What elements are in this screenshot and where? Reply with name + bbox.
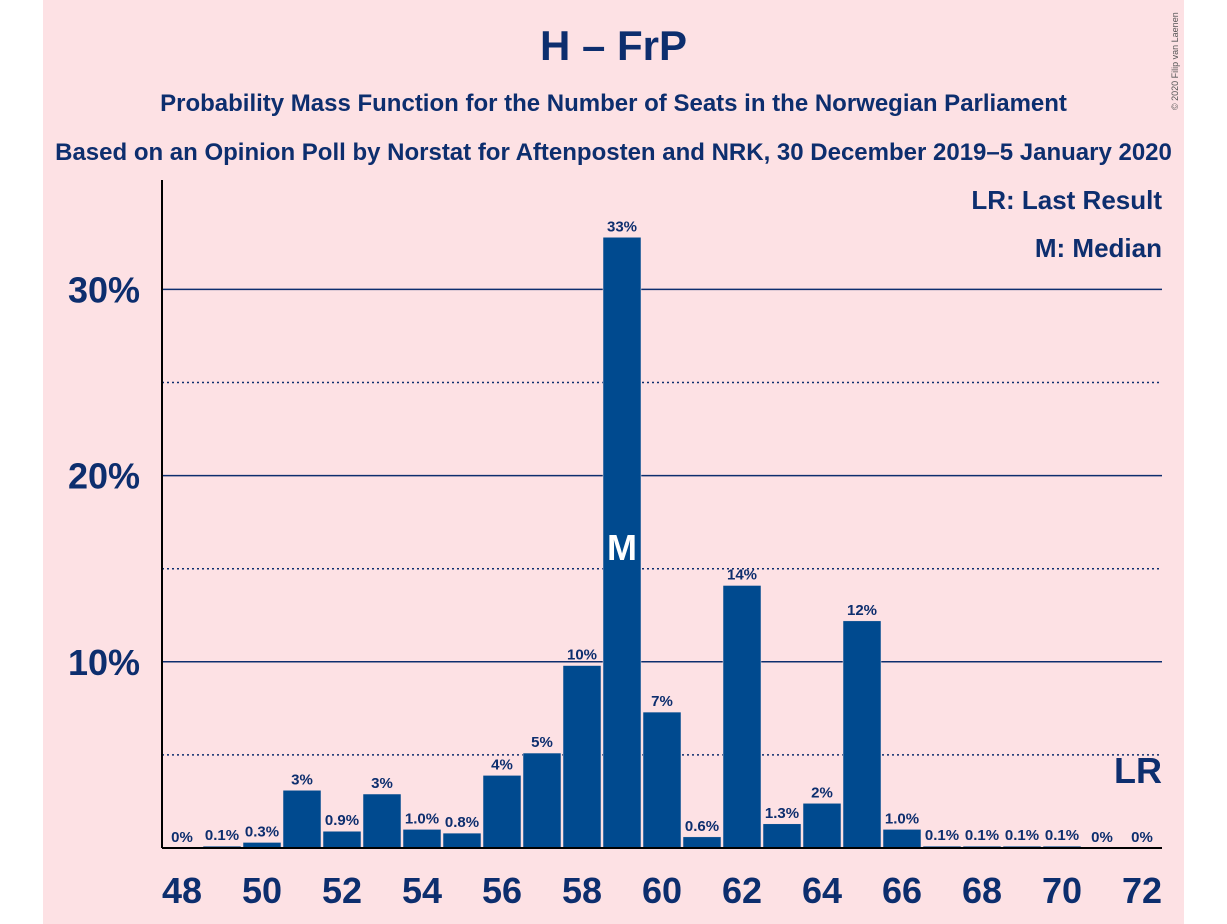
data-label-seat-53: 3% [371, 775, 393, 792]
legend-median: M: Median [1035, 233, 1162, 263]
x-tick-label: 58 [562, 870, 602, 911]
x-tick-label: 72 [1122, 870, 1162, 911]
bar-seat-57 [522, 752, 562, 849]
bar-seat-63 [762, 823, 802, 849]
data-label-seat-52: 0.9% [325, 812, 359, 829]
bar-seat-55 [442, 832, 482, 849]
x-tick-label: 48 [162, 870, 202, 911]
data-label-seat-65: 12% [847, 602, 877, 619]
bar-seat-53 [362, 793, 402, 849]
median-marker: M [607, 527, 637, 568]
data-label-seat-66: 1.0% [885, 810, 919, 827]
x-tick-label: 50 [242, 870, 282, 911]
x-tick-label: 56 [482, 870, 522, 911]
chart-subtitle: Probability Mass Function for the Number… [160, 90, 1067, 117]
data-label-seat-72: 0% [1131, 829, 1153, 846]
bar-seat-51 [282, 790, 322, 849]
chart-title: H – FrP [539, 22, 688, 69]
x-tick-label: 70 [1042, 870, 1082, 911]
legend-last-result: LR: Last Result [971, 185, 1162, 215]
bar-seat-54 [402, 829, 442, 849]
bars [202, 237, 1082, 849]
data-label-seat-49: 0.1% [205, 827, 239, 844]
x-tick-label: 60 [642, 870, 682, 911]
y-tick-label: 30% [68, 269, 140, 310]
bar-seat-65 [842, 620, 882, 849]
data-label-seat-63: 1.3% [765, 805, 799, 822]
bar-seat-58 [562, 665, 602, 849]
last-result-marker: LR [1114, 750, 1162, 791]
data-label-seat-51: 3% [291, 771, 313, 788]
data-label-seat-64: 2% [811, 784, 833, 801]
data-label-seat-62: 14% [727, 566, 757, 583]
bar-seat-59 [602, 237, 642, 849]
x-tick-label: 62 [722, 870, 762, 911]
data-label-seat-71: 0% [1091, 829, 1113, 846]
y-tick-label: 20% [68, 456, 140, 497]
x-tick-label: 54 [402, 870, 442, 911]
bar-seat-60 [642, 711, 682, 849]
data-label-seat-50: 0.3% [245, 823, 279, 840]
x-tick-label: 52 [322, 870, 362, 911]
data-label-seat-61: 0.6% [685, 818, 719, 835]
bar-seat-52 [322, 830, 362, 849]
data-label-seat-59: 33% [607, 218, 637, 235]
data-labels: 0% 0.1% 0.3% 3% 0.9% 3% 1.0% 0.8% 4% 5% 10% 33% M 7% 0… [171, 218, 1162, 846]
bar-seat-56 [482, 775, 522, 849]
data-label-seat-67: 0.1% [925, 827, 959, 844]
x-tick-label: 66 [882, 870, 922, 911]
data-label-seat-56: 4% [491, 756, 513, 773]
data-label-seat-60: 7% [651, 693, 673, 710]
bar-seat-61 [682, 836, 722, 849]
data-label-seat-70: 0.1% [1045, 827, 1079, 844]
data-label-seat-57: 5% [531, 734, 553, 751]
bar-seat-64 [802, 803, 842, 849]
data-label-seat-48: 0% [171, 829, 193, 846]
x-tick-label: 68 [962, 870, 1002, 911]
data-label-seat-68: 0.1% [965, 827, 999, 844]
bar-seat-66 [882, 829, 922, 849]
bar-seat-62 [722, 585, 762, 849]
x-tick-label: 64 [802, 870, 842, 911]
data-label-seat-69: 0.1% [1005, 827, 1039, 844]
chart-subtitle-poll: Based on an Opinion Poll by Norstat for … [55, 139, 1172, 166]
data-label-seat-54: 1.0% [405, 810, 439, 827]
data-label-seat-55: 0.8% [445, 814, 479, 831]
y-tick-label: 10% [68, 642, 140, 683]
axes: 48 50 52 54 56 58 60 62 64 66 68 70 72 [161, 180, 1162, 911]
data-label-seat-58: 10% [567, 647, 597, 664]
